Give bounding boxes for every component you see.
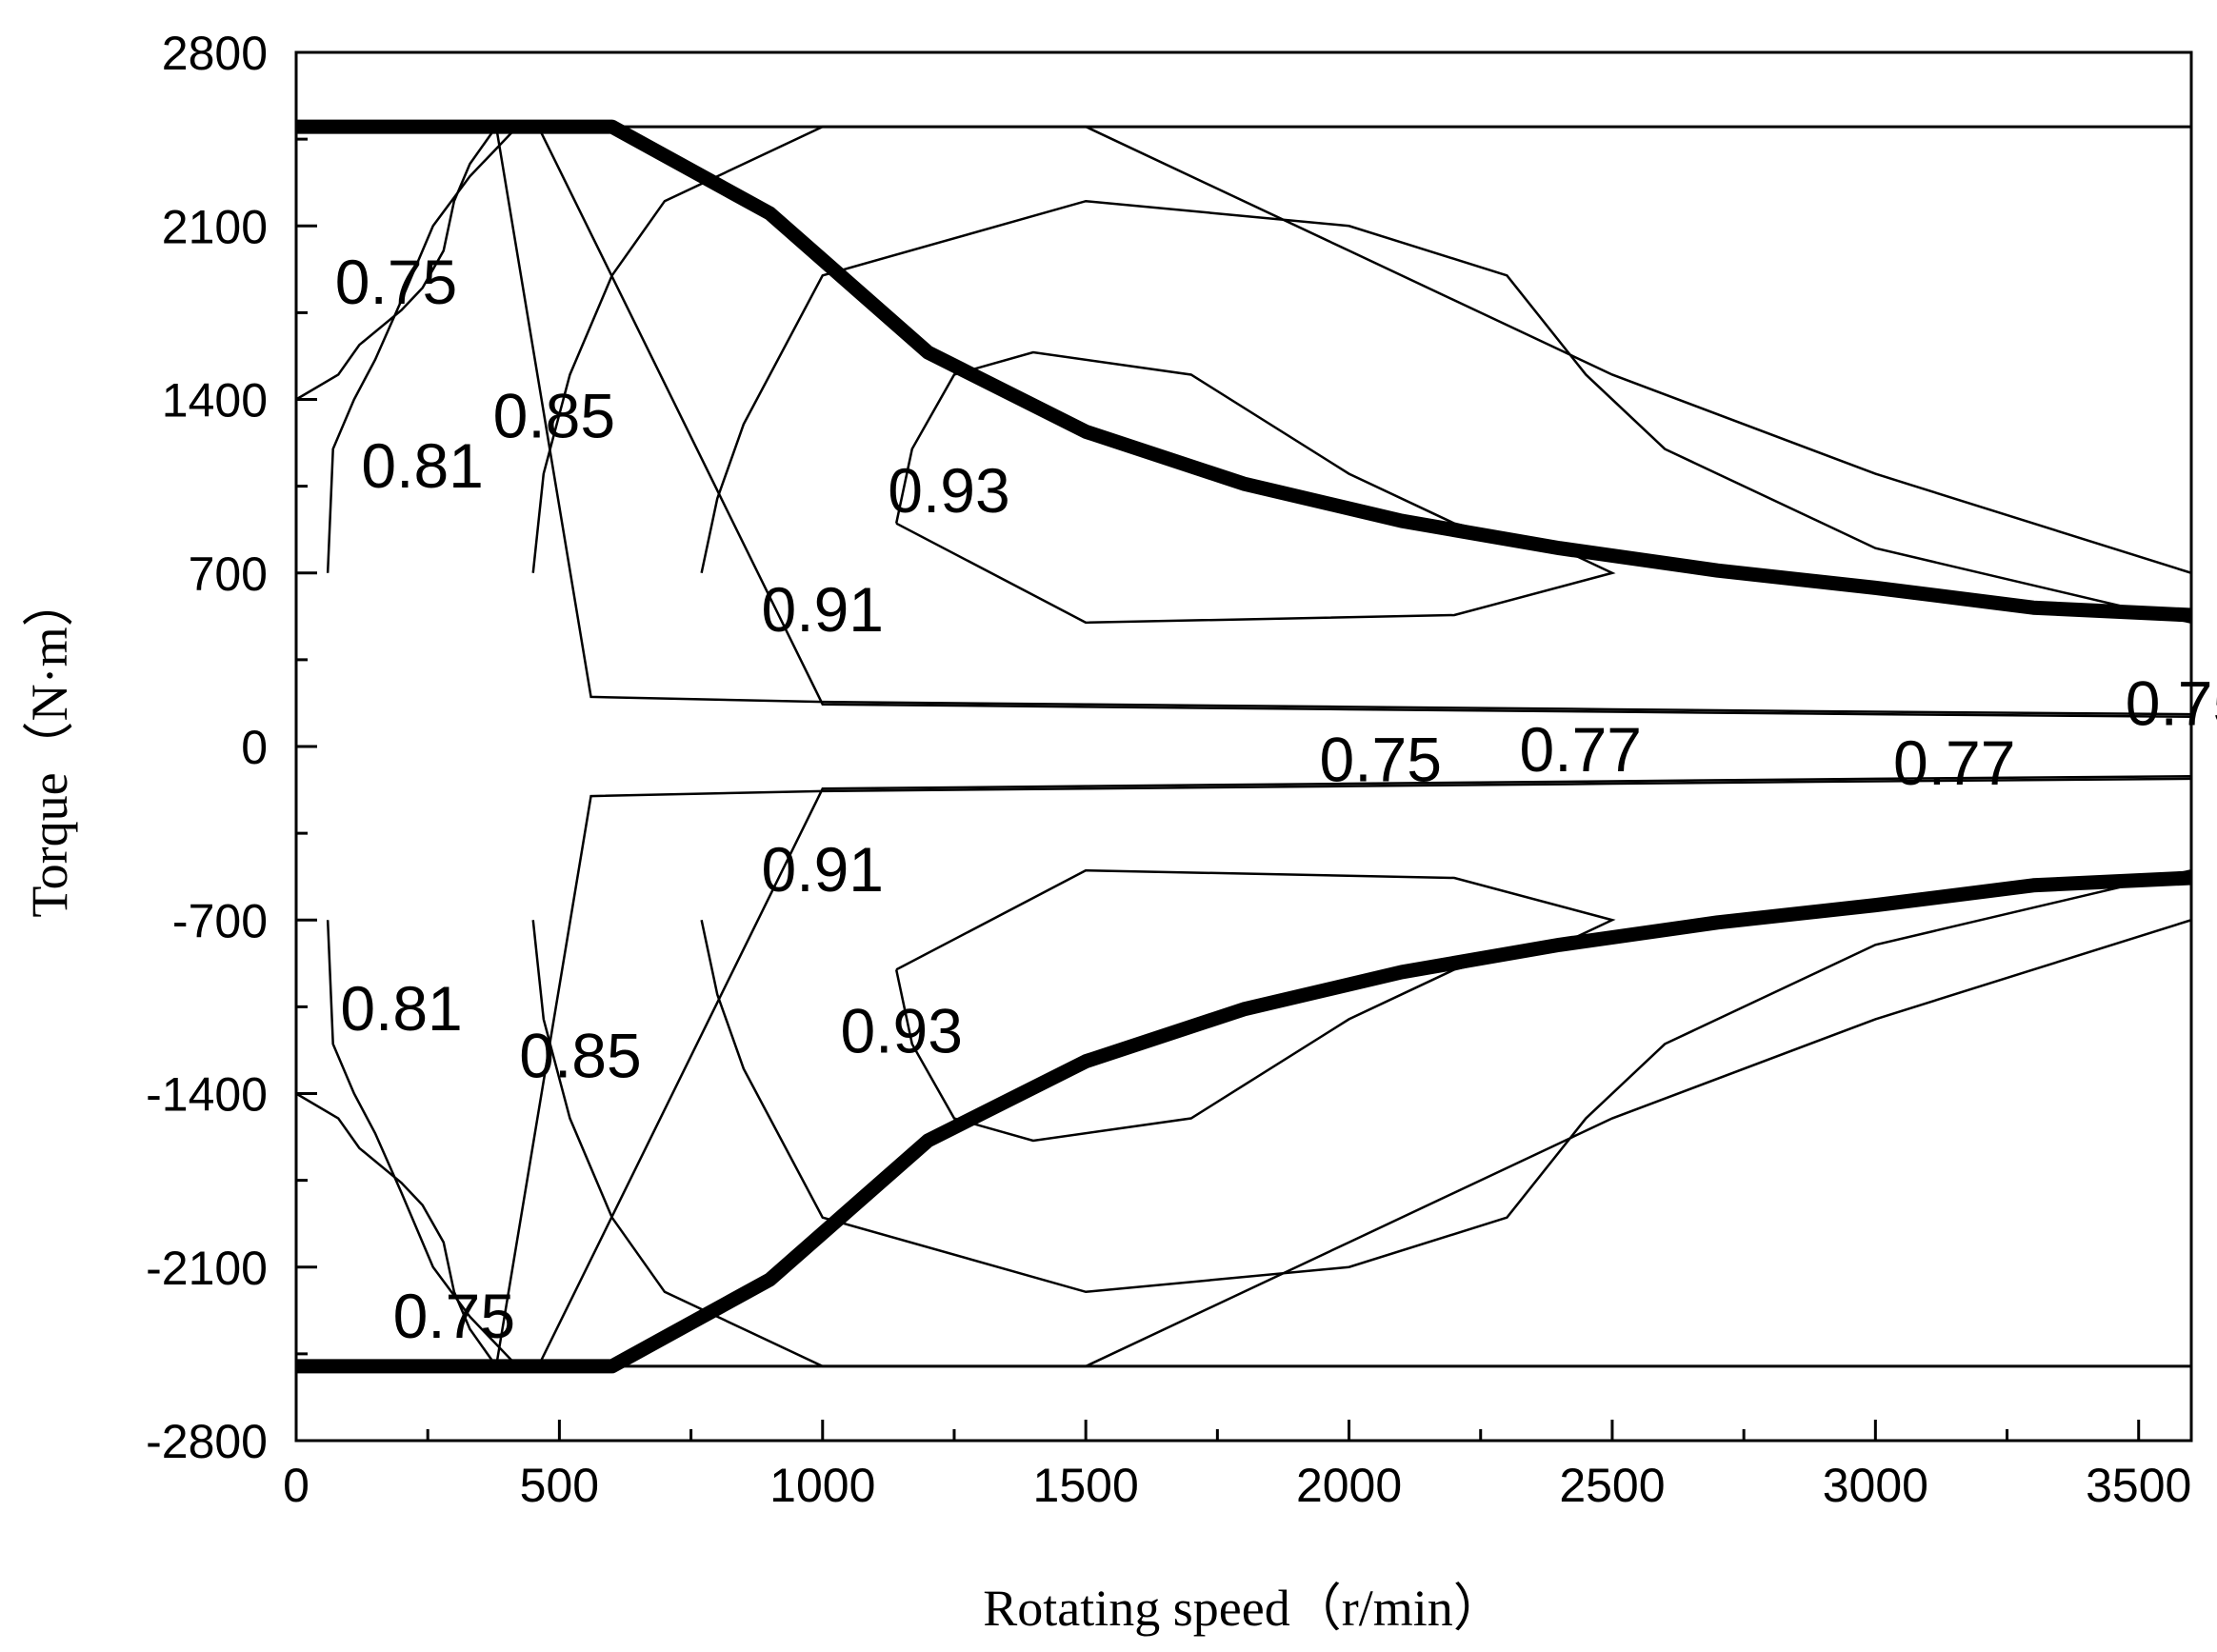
contour-line-0.93-motoring [894,350,1616,625]
contour-line-0.91-braking [700,868,2192,1294]
x-tick-label: 1500 [1033,1459,1139,1512]
contour-line-0.75-braking [295,777,2192,1370]
x-tick-label: 2000 [1296,1459,1402,1512]
y-tick-label: 2800 [162,27,268,80]
x-axis-title: Rotating speed（r/min） [983,1580,1504,1637]
contour-label: 0.75 [335,247,457,317]
contour-line-0.91-motoring [700,199,2192,625]
x-tick-labels: 0 500 1000 1500 2000 2500 3000 3500 [283,1459,2191,1512]
y-axis-title: Torque（N·m） [21,575,78,917]
x-tick-label: 1000 [769,1459,875,1512]
contour-label: 0.81 [361,430,483,501]
contour-label: 0.91 [762,574,884,645]
contour-line-0.93-braking [894,868,1616,1143]
contour-line-0.75-motoring [295,123,2192,716]
contour-label: 0.75 [2126,668,2217,739]
contour-label: 0.81 [340,973,462,1044]
contour-labels: 0.750.810.850.930.910.750.750.770.770.91… [335,247,2217,1351]
contour-label: 0.93 [840,995,962,1065]
contour-label: 0.75 [393,1281,515,1351]
x-tick-label: 500 [520,1459,599,1512]
contour-label: 0.75 [1319,724,1441,794]
y-tick-label: -700 [172,894,268,947]
x-tick-label: 2500 [1559,1459,1665,1512]
axis-ticks [294,50,2141,1443]
y-tick-label: -1400 [146,1068,268,1122]
y-tick-label: 0 [241,721,268,774]
x-tick-label: 3000 [1823,1459,1928,1512]
external-characteristic-motoring [296,119,2192,623]
contour-label: 0.91 [762,834,884,905]
contour-label: 0.85 [519,1020,641,1090]
contour-label: 0.77 [1520,714,1642,785]
contour-label: 0.93 [888,455,1009,526]
y-tick-label: 1400 [162,374,268,428]
x-tick-label: 3500 [2086,1459,2191,1512]
y-tick-label: -2100 [146,1242,268,1295]
external-characteristic-curve [296,119,2192,1374]
contour-label: 0.85 [493,381,615,451]
contour-label: 0.77 [1893,727,2015,798]
external-characteristic-braking [296,870,2192,1374]
y-tick-label: 2100 [162,200,268,253]
y-tick-label: -2800 [146,1415,268,1468]
y-tick-labels: 2800 2100 1400 700 0 -700 -1400 -2100 -2800 [146,27,268,1468]
y-tick-label: 700 [189,547,268,601]
x-tick-label: 0 [283,1459,310,1512]
